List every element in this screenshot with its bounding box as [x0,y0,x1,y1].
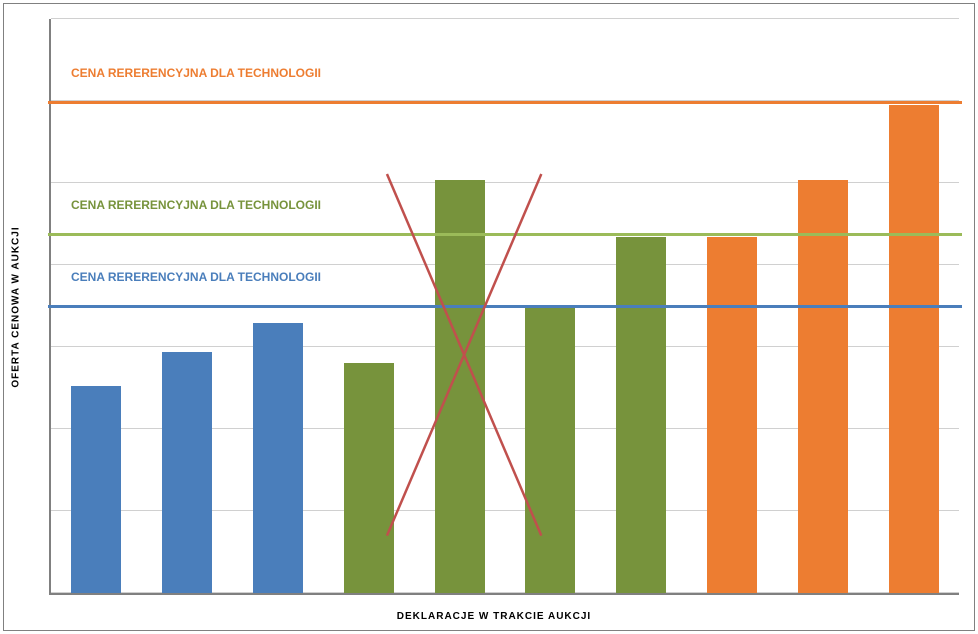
y-axis-label: OFERTA CENOWA W AUKCJI [11,226,22,387]
x-axis-label: DEKLARACJE W TRAKCIE AUKCJI [397,611,591,622]
plot-area: CENA RERERENCYJNA DLA TECHNOLOGIICENA RE… [49,19,959,595]
chart-container: OFERTA CENOWA W AUKCJI DEKLARACJE W TRAK… [24,14,964,600]
chart-frame: OFERTA CENOWA W AUKCJI DEKLARACJE W TRAK… [3,3,975,631]
cross-out-overlay [51,19,959,593]
